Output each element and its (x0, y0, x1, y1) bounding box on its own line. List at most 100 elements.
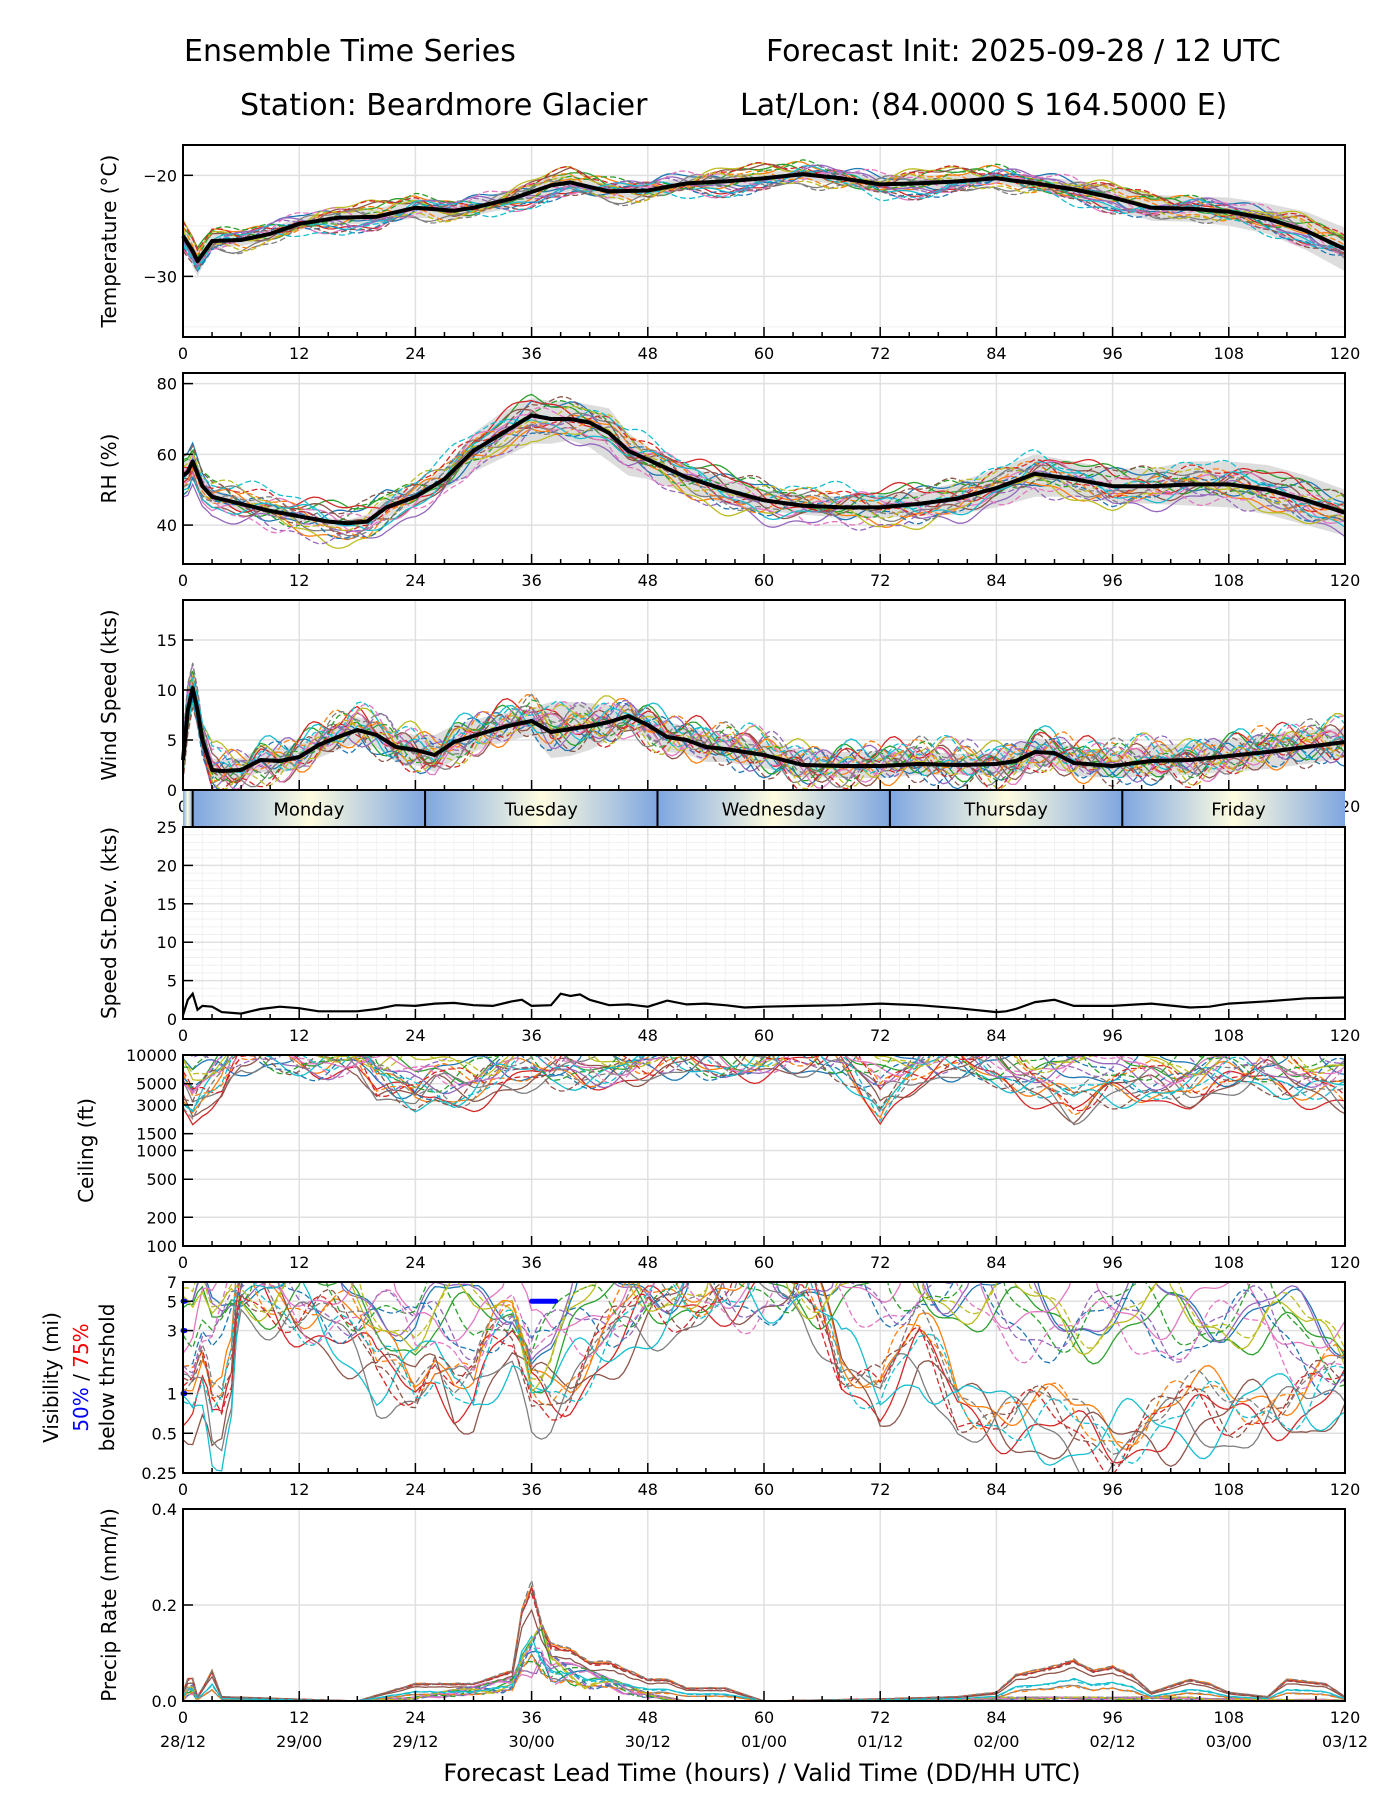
x-tick-label: 96 (1102, 571, 1122, 590)
x-tick-label: 72 (870, 1026, 890, 1045)
valid-time-label: 02/12 (1090, 1732, 1136, 1751)
ensemble-member-line (183, 1623, 1345, 1701)
x-tick-label: 72 (870, 1253, 890, 1272)
y-axis-label-threshold: below thrshold (95, 1304, 119, 1452)
x-tick-label: 60 (754, 1480, 774, 1499)
ensemble-member-line (183, 172, 1345, 273)
ensemble-member-line (183, 426, 1345, 540)
x-tick-label: 108 (1214, 344, 1245, 363)
panel-day-bar: Monday Tuesday Wednesday Thursday Friday (183, 791, 1345, 826)
stdev-line (181, 991, 1346, 1016)
x-tick-label: 12 (289, 1480, 309, 1499)
y-tick-label: 5 (167, 1292, 177, 1311)
ensemble-mean-line (181, 413, 1346, 526)
valid-time-label: 30/12 (625, 1732, 671, 1751)
x-tick-label: 0 (178, 1708, 188, 1727)
x-axis-label: Forecast Lead Time (hours) / Valid Time … (443, 1759, 1080, 1787)
x-tick-label: 60 (754, 1026, 774, 1045)
day-segment (425, 791, 658, 826)
ensemble-member-line (183, 1282, 1345, 1354)
ensemble-member-line (183, 418, 1345, 532)
x-tick-label: 48 (638, 571, 658, 590)
ensemble-members (183, 1282, 1345, 1473)
y-tick-label: 0 (167, 1010, 177, 1029)
ensemble-member-line (183, 172, 1345, 264)
x-tick-label: 84 (986, 1480, 1006, 1499)
ensemble-member-line (183, 681, 1345, 790)
ensemble-member-line (183, 421, 1345, 539)
x-tick-label: 36 (521, 1708, 541, 1727)
x-tick-label: 24 (405, 1026, 425, 1045)
y-tick-label: 40 (157, 516, 177, 535)
y-axis-label: Speed St.Dev. (kts) (97, 827, 121, 1019)
ensemble-mean-line (181, 172, 1346, 264)
y-tick-label: 15 (157, 895, 177, 914)
x-tick-label: 36 (521, 1026, 541, 1045)
x-tick-label: 108 (1214, 1480, 1245, 1499)
x-tick-label: 96 (1102, 344, 1122, 363)
ensemble-member-line (183, 676, 1345, 777)
y-tick-label: 3000 (136, 1096, 177, 1115)
percentile-75-label: 75% (69, 1323, 93, 1367)
ensemble-member-line (183, 162, 1345, 252)
x-tick-label: 120 (1330, 571, 1361, 590)
ensemble-member-line (183, 1282, 1345, 1473)
ensemble-member-line (183, 1055, 1345, 1125)
day-label-monday: Monday (273, 800, 344, 821)
ensemble-member-line (183, 1622, 1345, 1701)
x-tick-label: 12 (289, 571, 309, 590)
x-tick-label: 24 (405, 344, 425, 363)
x-tick-label: 84 (986, 1253, 1006, 1272)
ensemble-member-line (183, 1055, 1345, 1119)
ensemble-member-line (183, 400, 1345, 525)
ensemble-member-line (183, 1055, 1328, 1093)
day-label-thursday: Thursday (963, 800, 1048, 821)
ensemble-member-line (183, 1282, 1345, 1362)
day-label-wednesday: Wednesday (722, 800, 827, 821)
y-axis-label: Visibility (mi) (39, 1312, 63, 1443)
title-right: Forecast Init: 2025-09-28 / 12 UTC (766, 34, 1281, 69)
y-tick-label: 5 (167, 972, 177, 991)
x-tick-label: 108 (1214, 1708, 1245, 1727)
day-label-friday: Friday (1211, 800, 1266, 821)
y-tick-label: 20 (157, 856, 177, 875)
x-tick-label: 108 (1214, 1253, 1245, 1272)
ensemble-member-line (183, 1055, 1345, 1100)
day-segment (183, 791, 193, 826)
x-tick-label: 84 (986, 1708, 1006, 1727)
station-name: Station: Beardmore Glacier (240, 88, 648, 123)
y-tick-label: 10 (157, 681, 177, 700)
x-tick-label: 24 (405, 1253, 425, 1272)
ensemble-member-line (190, 1055, 1345, 1090)
x-tick-label: 120 (1330, 1026, 1361, 1045)
y-axis-label-percentiles: 50% / 75% (69, 1323, 93, 1431)
y-axis-label: RH (%) (97, 434, 121, 504)
ensemble-member-line (183, 174, 1345, 265)
x-tick-label: 120 (1330, 1480, 1361, 1499)
x-tick-label: 0 (178, 1026, 188, 1045)
x-tick-label: 72 (870, 1708, 890, 1727)
y-tick-label: 1 (167, 1385, 177, 1404)
station-latlon: Lat/Lon: (84.0000 S 164.5000 E) (740, 88, 1228, 123)
y-axis-label: Wind Speed (kts) (97, 609, 121, 780)
valid-time-label: 01/00 (741, 1732, 787, 1751)
y-tick-label: 0 (167, 781, 177, 800)
x-tick-label: 48 (638, 344, 658, 363)
y-axis-label: Temperature (°C) (97, 155, 121, 329)
y-tick-label: 25 (157, 818, 177, 837)
x-tick-label: 120 (1330, 1253, 1361, 1272)
ensemble-member-line (183, 1282, 1345, 1387)
ensemble-member-line (183, 1282, 1345, 1380)
x-tick-label: 72 (870, 1480, 890, 1499)
valid-time-label: 01/12 (857, 1732, 903, 1751)
ensemble-member-line (183, 163, 1345, 249)
x-tick-label: 96 (1102, 1708, 1122, 1727)
percentile-50-label: 50% (69, 1387, 93, 1431)
day-segment (192, 791, 426, 826)
spread-band (183, 397, 1345, 536)
y-tick-label: 1500 (136, 1125, 177, 1144)
day-segment (657, 791, 890, 826)
y-tick-label: 5000 (136, 1075, 177, 1094)
y-tick-label: 3 (167, 1322, 177, 1341)
